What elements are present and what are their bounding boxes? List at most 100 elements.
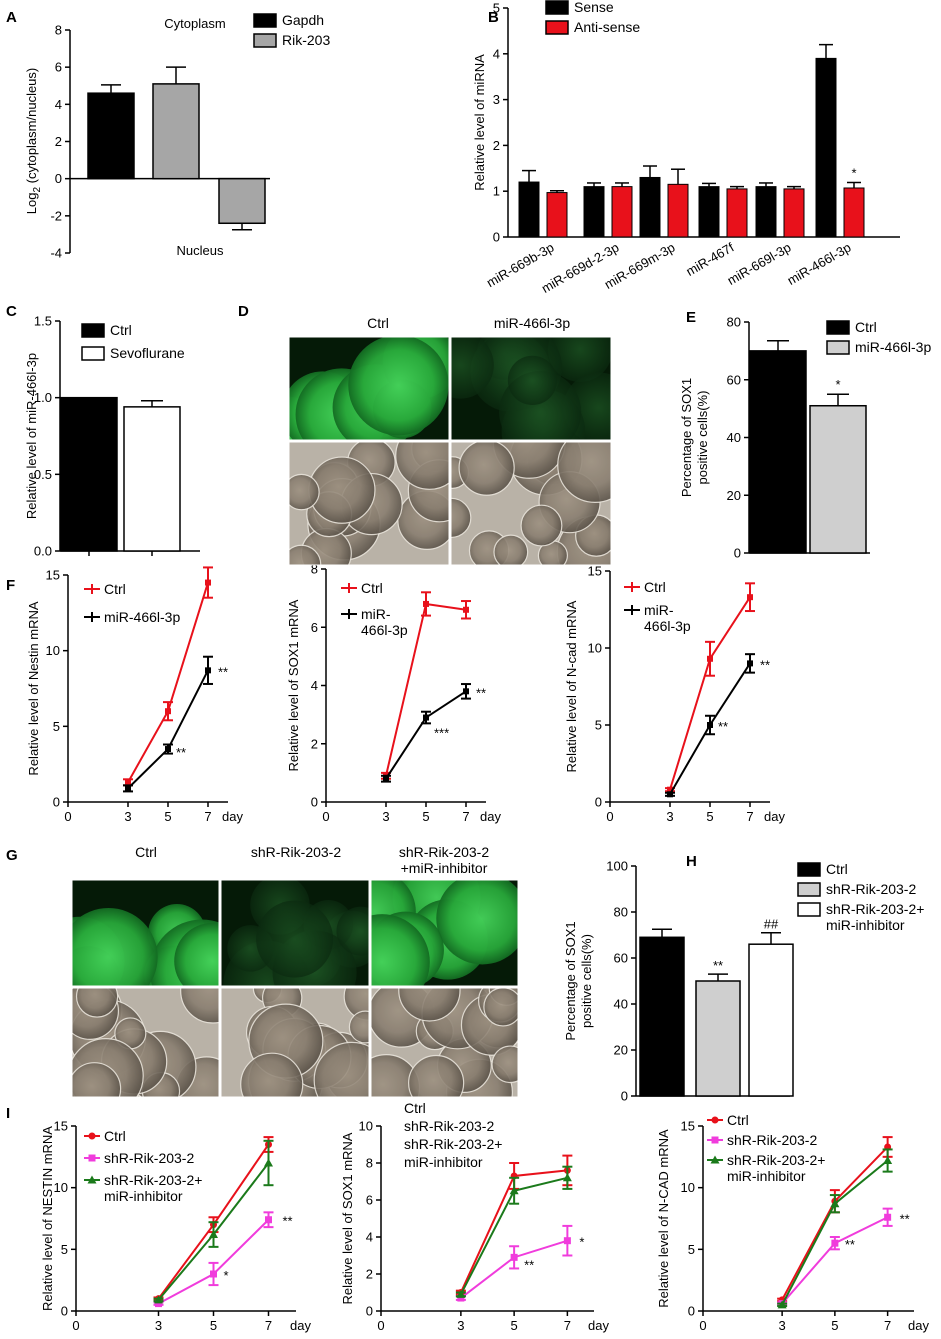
x-tick-label: 3 xyxy=(382,809,389,824)
data-point xyxy=(209,1230,218,1239)
neurosphere xyxy=(483,988,518,1027)
legend-label: 466l-3p xyxy=(361,622,408,638)
x-tick-label: 5 xyxy=(706,809,713,824)
legend-label: Sevoflurane xyxy=(110,345,185,361)
tile-border xyxy=(450,336,612,441)
bar xyxy=(639,936,685,1097)
legend-label: Ctrl xyxy=(110,322,132,338)
image-G-sh-fluor xyxy=(220,879,370,987)
y-axis-label: Percentage of SOX1 xyxy=(679,378,694,497)
panel-label-H: H xyxy=(686,853,697,870)
legend-label: miR-inhibitor xyxy=(826,917,905,933)
significance-mark: ** xyxy=(176,745,186,760)
y-tick-label: 20 xyxy=(614,1043,628,1058)
y-tick-label: 8 xyxy=(55,23,62,38)
y-axis-label: positive cells(%) xyxy=(579,934,594,1028)
legend-marker xyxy=(711,1136,719,1144)
x-tick-label: 3 xyxy=(124,809,131,824)
panel-label-A: A xyxy=(6,9,17,26)
tile-content xyxy=(371,988,518,1097)
legend-marker xyxy=(711,1116,719,1124)
tile-border xyxy=(370,879,519,987)
neurosphere xyxy=(240,1052,304,1097)
legend-label: Ctrl xyxy=(644,579,666,595)
bar xyxy=(815,57,837,238)
y-tick-label: 5 xyxy=(493,1,500,16)
significance-mark: * xyxy=(835,377,840,392)
y-tick-label: 0 xyxy=(311,795,318,810)
y-tick-label: 10 xyxy=(359,1119,373,1134)
data-point xyxy=(830,1199,840,1208)
cell-blob xyxy=(256,900,334,978)
chart-I3: 0 5 10 15 Relative level of N-CAD mRNA 0 3 5 7 da… xyxy=(656,1112,929,1333)
tile-border xyxy=(370,987,519,1098)
x-tick-label: 0 xyxy=(64,809,71,824)
cell-blob xyxy=(174,923,219,986)
x-tick-label: 7 xyxy=(265,1318,272,1333)
tile-content xyxy=(221,880,369,986)
image-label: miR-466l-3p xyxy=(494,315,570,331)
series-line xyxy=(127,669,209,790)
y-tick-label: 4 xyxy=(493,46,500,61)
tile-content xyxy=(289,337,449,440)
significance-mark: ** xyxy=(283,1214,293,1229)
legend-swatch xyxy=(826,320,850,335)
significance-mark: ** xyxy=(524,1257,534,1272)
y-tick-label: 8 xyxy=(311,562,318,577)
x-tick-label: 0 xyxy=(322,809,329,824)
y-tick-label: -2 xyxy=(50,208,62,223)
y-axis-label: positive cells(%) xyxy=(695,391,710,485)
y-tick-label: 2 xyxy=(55,134,62,149)
x-tick-label: 7 xyxy=(746,809,753,824)
neurosphere xyxy=(557,442,611,503)
data-point xyxy=(463,688,469,695)
legend-label: Ctrl xyxy=(826,861,848,877)
image-label: Ctrl xyxy=(135,844,157,860)
x-tick-label: 5 xyxy=(422,809,429,824)
y-tick-label: 1 xyxy=(493,184,500,199)
image-label: shR-Rik-203-2 xyxy=(251,844,341,860)
bar xyxy=(698,186,720,238)
data-point xyxy=(457,1294,465,1302)
tile-content xyxy=(289,442,449,565)
x-tick-label: 0 xyxy=(699,1318,706,1333)
panel-label-D: D xyxy=(238,303,249,320)
neurosphere xyxy=(75,988,119,1018)
y-tick-label: 15 xyxy=(54,1119,68,1134)
y-tick-label: -4 xyxy=(50,246,62,261)
y-axis-label: Relative level of miR-466l-3p xyxy=(24,353,39,519)
x-tick-label: 3 xyxy=(779,1318,786,1333)
y-tick-label: 2 xyxy=(311,736,318,751)
x-tick-label: 3 xyxy=(155,1318,162,1333)
y-tick-label: 0 xyxy=(55,171,62,186)
y-tick-label: 60 xyxy=(727,372,741,387)
bar xyxy=(152,83,200,180)
y-tick-label: 6 xyxy=(311,620,318,635)
data-point xyxy=(265,1216,272,1224)
y-tick-label: 4 xyxy=(311,678,318,693)
data-point xyxy=(423,600,429,607)
y-tick-label: 5 xyxy=(595,718,602,733)
y-tick-label: 40 xyxy=(727,430,741,445)
legend-marker xyxy=(88,1154,96,1162)
y-tick-label: 10 xyxy=(681,1180,695,1195)
y-tick-label: 0 xyxy=(366,1304,373,1319)
significance-mark: * xyxy=(579,1235,584,1250)
data-point xyxy=(747,594,753,601)
panel-label-I: I xyxy=(6,1105,10,1122)
bar xyxy=(755,186,777,238)
legend-swatch xyxy=(81,346,105,361)
data-point xyxy=(463,606,469,613)
data-point xyxy=(205,579,211,586)
chart-E: 0 20 40 60 80 Percentage of SOX1 positive cell… xyxy=(679,315,931,561)
y-tick-label: 10 xyxy=(588,641,602,656)
legend-label: miR-466l-3p xyxy=(104,609,180,625)
data-point xyxy=(562,1173,572,1182)
chart-F2: 0 2 4 6 8 Relative level of SOX1 mRNA 0 3 5 7 day *… xyxy=(286,562,501,825)
x-axis-title: day xyxy=(588,1318,609,1333)
data-point xyxy=(154,1295,163,1304)
bar xyxy=(667,183,689,238)
legend-label: miR-inhibitor xyxy=(404,1154,483,1170)
significance-mark: ** xyxy=(476,685,486,700)
y-tick-label: 0.0 xyxy=(34,544,52,559)
